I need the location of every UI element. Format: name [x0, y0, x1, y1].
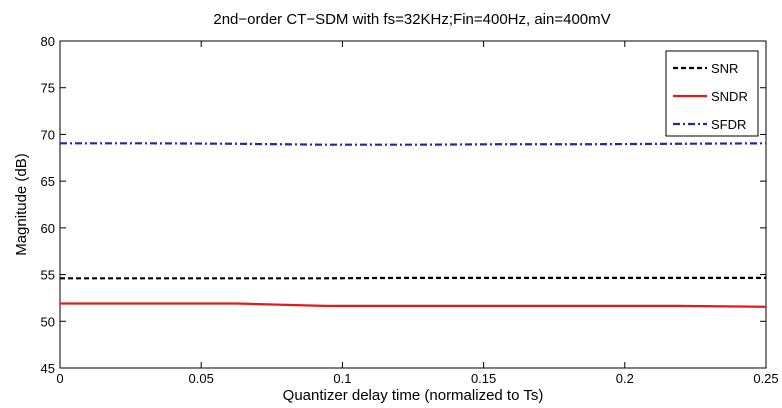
y-axis-label: Magnitude (dB): [13, 153, 30, 256]
legend-label-sfdr: SFDR: [711, 117, 746, 132]
series-line-sfdr: [60, 142, 767, 146]
x-tick-label: 0.15: [471, 371, 496, 386]
y-tick-label: 55: [41, 268, 55, 283]
x-tick-label: 0.05: [189, 371, 214, 386]
y-tick-label: 45: [41, 361, 55, 376]
y-tick-label: 60: [41, 221, 55, 236]
y-tick-label: 80: [41, 34, 55, 49]
series-line-sndr: [60, 302, 767, 308]
x-tick-label: 0.25: [753, 371, 778, 386]
y-tick-label: 65: [41, 174, 55, 189]
legend: SNR SNDR SFDR: [665, 50, 759, 137]
y-tick-label: 70: [41, 127, 55, 142]
x-tick-label: 0.1: [333, 371, 351, 386]
axis-ticks: 0 0.05 0.1 0.15 0.2 0.25 45 50 55 60 65 70 75 80: [41, 34, 779, 386]
legend-label-snr: SNR: [711, 61, 738, 76]
series-lines: [60, 142, 767, 308]
legend-label-sndr: SNDR: [711, 89, 748, 104]
plot-frame: [59, 40, 767, 369]
y-tick-label: 50: [41, 314, 55, 329]
y-tick-label: 75: [41, 81, 55, 96]
legend-box: [665, 50, 759, 137]
x-tick-label: 0: [56, 371, 63, 386]
x-axis-label: Quantizer delay time (normalized to Ts): [283, 387, 544, 404]
chart-title: 2nd−order CT−SDM with fs=32KHz;Fin=400Hz…: [213, 11, 610, 28]
x-tick-label: 0.2: [616, 371, 634, 386]
